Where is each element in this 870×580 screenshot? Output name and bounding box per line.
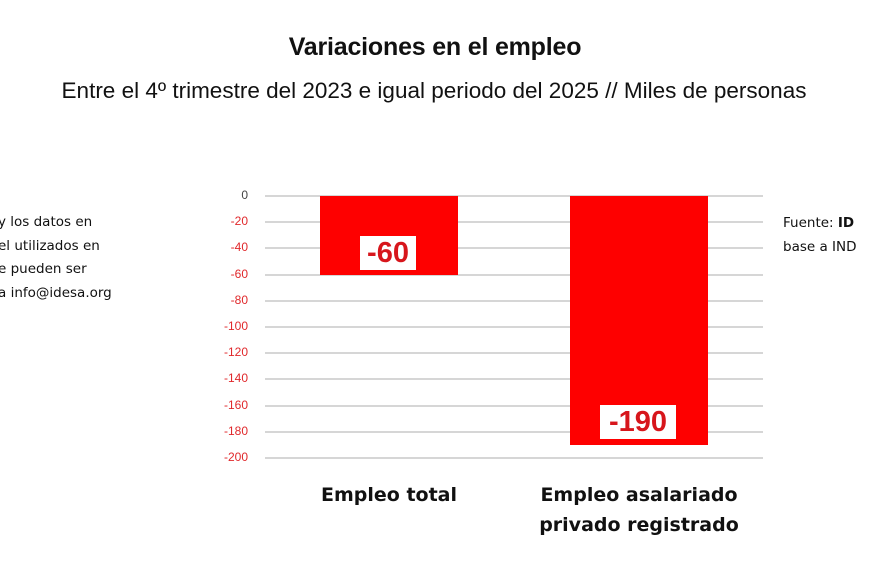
source-note: Fuente: ID base a IND	[783, 212, 857, 259]
y-tick-label: -60	[230, 267, 248, 281]
y-tick-label: -180	[223, 424, 248, 438]
source-prefix: Fuente:	[783, 215, 838, 231]
y-tick-label: -100	[223, 319, 248, 333]
gridline	[265, 221, 763, 223]
y-tick-label: -160	[223, 398, 248, 412]
y-tick-label: -80	[230, 293, 248, 307]
left-note: y los datos en el utilizados en e pueden…	[0, 211, 112, 305]
chart-subtitle: Entre el 4º trimestre del 2023 e igual p…	[61, 78, 807, 103]
source-line-1: Fuente: ID	[783, 212, 857, 236]
source-org: ID	[837, 215, 855, 231]
data-label-empleo-asalariado: -190	[600, 405, 676, 439]
y-tick-label: -120	[223, 345, 248, 359]
gridline	[265, 247, 763, 249]
gridline	[265, 405, 763, 407]
x-category-label-line: Empleo asalariado	[540, 484, 738, 506]
left-note-line: el utilizados en	[0, 237, 100, 254]
left-note-line: a info@idesa.org	[0, 284, 112, 301]
left-note-line: y los datos en	[0, 214, 93, 230]
x-category-label: Empleo asalariado privado registrado	[519, 480, 759, 540]
gridline	[265, 326, 763, 328]
y-tick-label: -20	[230, 214, 248, 228]
source-line-2: base a IND	[783, 238, 857, 255]
y-tick-label: 0	[241, 188, 248, 202]
y-tick-label: -140	[223, 371, 248, 385]
gridline	[265, 195, 763, 197]
gridline	[265, 300, 763, 302]
x-category-label: Empleo total	[321, 484, 457, 506]
gridline	[265, 352, 763, 354]
gridline	[265, 431, 763, 433]
y-tick-label: -40	[230, 240, 248, 254]
x-category-label-line: privado registrado	[539, 514, 739, 536]
chart-title: Variaciones en el empleo	[288, 33, 582, 61]
bar-empleo-asalariado	[570, 196, 708, 445]
y-tick-label: -200	[223, 450, 248, 464]
gridline	[265, 378, 763, 380]
left-note-line: e pueden ser	[0, 261, 87, 277]
gridline	[265, 274, 763, 276]
gridline	[265, 457, 763, 459]
data-label-empleo-total: -60	[360, 236, 416, 270]
